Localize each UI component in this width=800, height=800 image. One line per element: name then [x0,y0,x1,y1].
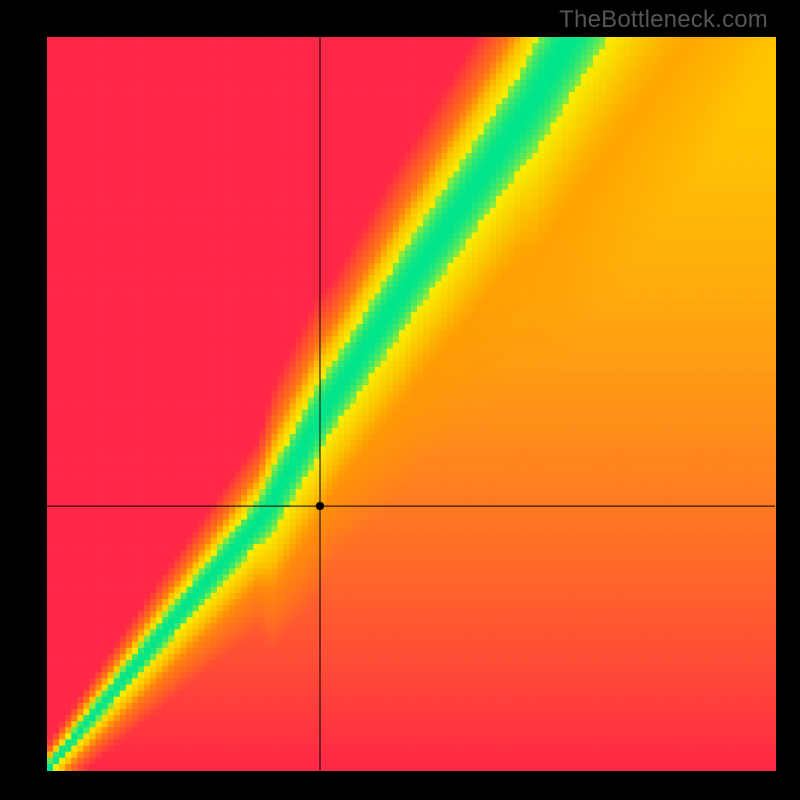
watermark-text: TheBottleneck.com [559,6,768,34]
bottleneck-heatmap [0,0,800,800]
